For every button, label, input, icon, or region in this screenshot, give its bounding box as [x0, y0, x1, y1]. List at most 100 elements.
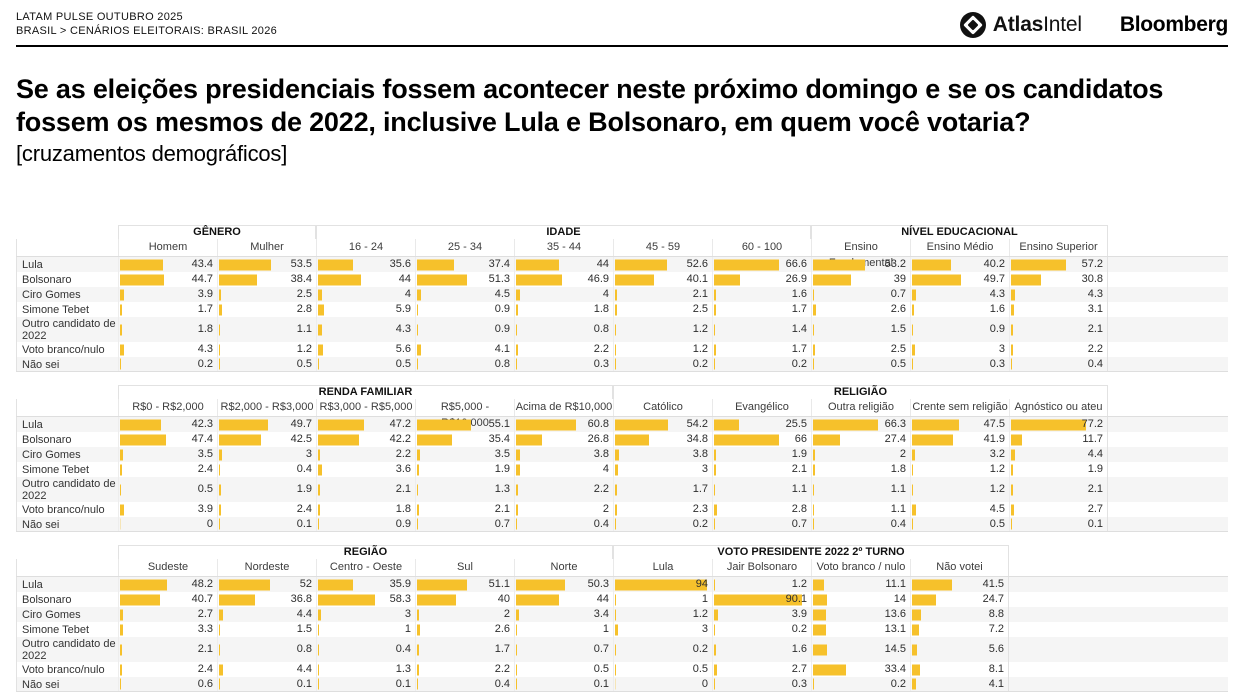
value-label: 0.6: [197, 677, 213, 690]
bar-cell: 3.2: [910, 447, 1009, 462]
bar-cell: 4.4: [217, 662, 316, 677]
bar-cell: 2.8: [217, 302, 316, 317]
value-label: 3.4: [593, 608, 609, 620]
value-label: 0.4: [395, 643, 411, 655]
value-bar: [516, 344, 519, 355]
value-label: 0: [701, 677, 708, 690]
bar-cell: 0.4: [217, 462, 316, 477]
value-label: 35.9: [389, 578, 411, 590]
value-label: 1.8: [890, 463, 906, 475]
value-bar: [714, 678, 715, 690]
bar-cell: 3: [613, 462, 712, 477]
value-label: 0.4: [593, 517, 609, 530]
value-bar: [516, 289, 520, 300]
bar-cell: 1.1: [712, 477, 811, 502]
value-label: 48.2: [191, 578, 213, 590]
column-header: R$3,000 - R$5,000: [316, 399, 415, 416]
bar-cell: 0.6: [118, 677, 217, 691]
bar-cell: 3: [217, 447, 316, 462]
value-label: 0.2: [197, 357, 213, 370]
bar-cell: 2.2: [514, 342, 613, 357]
value-label: 0.7: [494, 517, 510, 530]
value-label: 33.4: [884, 663, 906, 675]
value-label: 26.8: [587, 433, 609, 445]
bar-cell: 0.5: [316, 357, 415, 371]
value-bar: [615, 579, 708, 590]
column-header: Voto branco / nulo: [811, 559, 910, 576]
bar-cell: 0.1: [217, 517, 316, 531]
bar-cell: 57.2: [1009, 257, 1108, 272]
column-header: Homem: [118, 239, 217, 256]
value-bar: [120, 259, 163, 270]
value-label: 2: [503, 608, 510, 620]
value-label: 2.5: [692, 303, 708, 315]
value-bar: [219, 678, 220, 690]
bar-cell: 52: [217, 577, 316, 592]
value-label: 0.1: [296, 677, 312, 690]
value-bar: [813, 624, 826, 635]
value-label: 1.8: [197, 323, 213, 335]
group-header: RELIGIÃO: [613, 385, 1108, 399]
value-bar: [615, 518, 616, 530]
value-label: 2.1: [494, 503, 510, 515]
value-label: 4.3: [1087, 288, 1103, 300]
value-bar: [813, 664, 846, 675]
value-label: 46.9: [587, 273, 609, 285]
column-header: Agnóstico ou ateu: [1009, 399, 1108, 416]
value-bar: [516, 579, 566, 590]
table-row: Ciro Gomes 2.7 4.4 3 2 3.4 1.2 3.9 13.6 8.8: [16, 607, 1228, 622]
bar-cell: 3.5: [415, 447, 514, 462]
value-label: 34.8: [686, 433, 708, 445]
value-label: 4.5: [494, 288, 510, 300]
value-bar: [219, 434, 261, 445]
value-label: 0.1: [1087, 517, 1103, 530]
bar-cell: 42.5: [217, 432, 316, 447]
crosstab-table-region-vote2022: REGIÃO VOTO PRESIDENTE 2022 2º TURNO Sudes…: [16, 545, 1228, 692]
value-label: 3.9: [197, 503, 213, 515]
value-bar: [318, 344, 324, 355]
value-bar: [120, 344, 125, 355]
value-label: 47.4: [191, 433, 213, 445]
value-label: 44: [596, 593, 609, 605]
value-label: 3.3: [197, 623, 213, 635]
value-bar: [219, 304, 222, 315]
value-bar: [417, 609, 419, 620]
value-bar: [615, 289, 618, 300]
bar-cell: 2.1: [415, 502, 514, 517]
group-header-row: REGIÃO VOTO PRESIDENTE 2022 2º TURNO: [16, 545, 1228, 559]
value-bar: [912, 464, 914, 475]
value-label: 4.1: [988, 677, 1004, 690]
bar-cell: 0.9: [415, 302, 514, 317]
value-bar: [417, 664, 420, 675]
value-bar: [318, 358, 319, 370]
bar-cell: 47.4: [118, 432, 217, 447]
bar-cell: 0.5: [118, 477, 217, 502]
row-label: Ciro Gomes: [16, 287, 118, 302]
value-bar: [615, 449, 619, 460]
row-label: Outro candidato de 2022: [16, 317, 118, 342]
corner-spacer: [16, 225, 118, 239]
value-bar: [417, 259, 454, 270]
value-label: 44.7: [191, 273, 213, 285]
bar-cell: 26.8: [514, 432, 613, 447]
value-label: 0.2: [692, 643, 708, 655]
value-label: 1.6: [989, 303, 1005, 315]
column-header: Crente sem religião: [910, 399, 1009, 416]
value-bar: [615, 344, 617, 355]
value-label: 3.2: [989, 448, 1005, 460]
bar-cell: 44: [514, 257, 613, 272]
value-bar: [516, 358, 517, 370]
group-header: GÊNERO: [118, 225, 316, 239]
value-bar: [615, 609, 617, 620]
table-row: Lula 43.4 53.5 35.6 37.4 44 52.6 66.6 53.2 40.2 57…: [16, 257, 1228, 272]
value-label: 1: [404, 623, 411, 635]
value-bar: [1011, 464, 1013, 475]
value-bar: [219, 324, 221, 335]
bar-cell: 49.7: [910, 272, 1009, 287]
value-label: 0.7: [890, 288, 906, 300]
value-bar: [912, 678, 916, 690]
value-label: 41.5: [982, 578, 1004, 590]
bar-cell: 0.7: [415, 517, 514, 531]
value-bar: [120, 594, 160, 605]
value-bar: [318, 644, 319, 655]
